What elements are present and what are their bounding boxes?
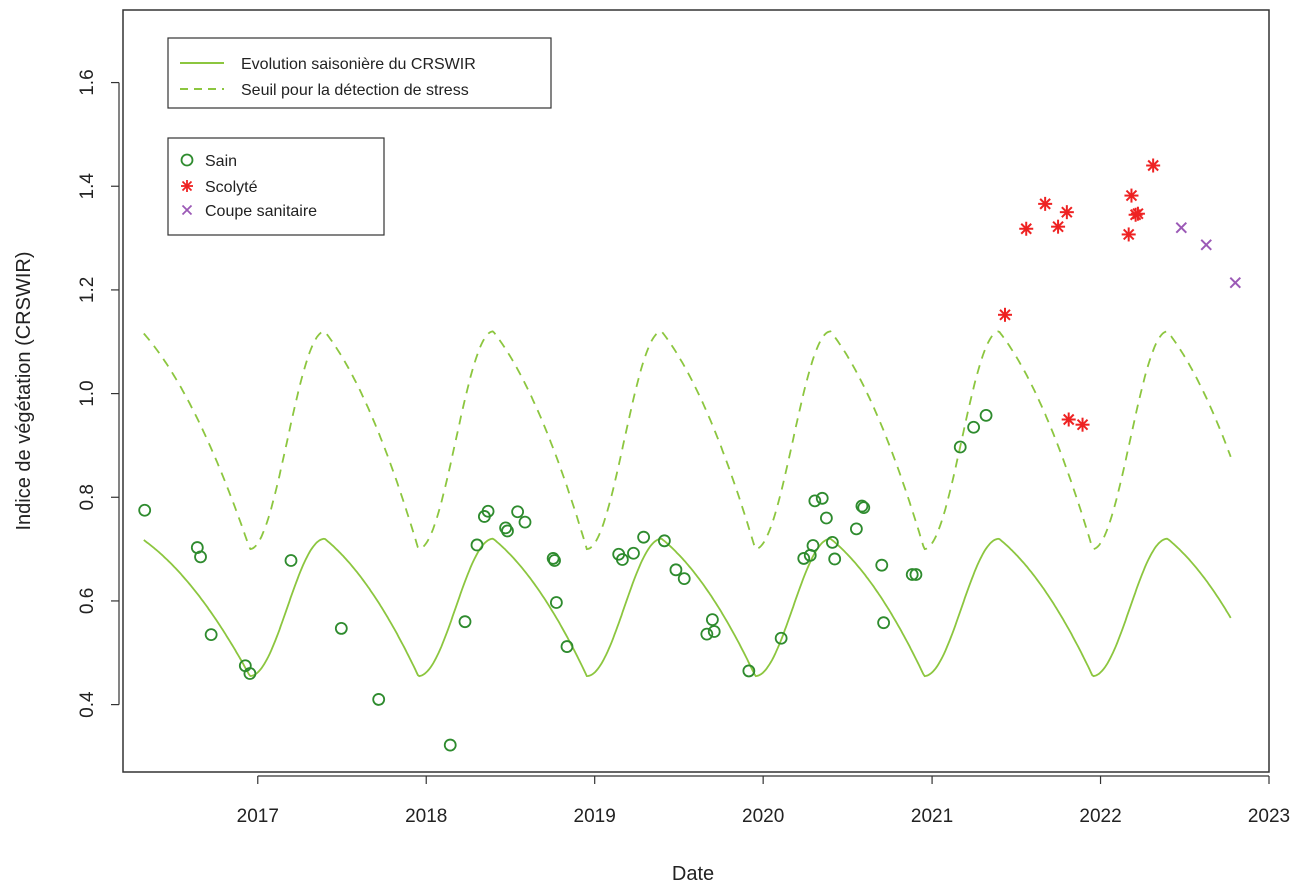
point-sain [501,524,514,538]
point-sain [334,622,348,635]
point-sain [677,572,691,586]
point-scolyte [998,307,1012,322]
point-sain [284,554,298,567]
legend-sain-label: Sain [205,153,237,170]
point-sain [669,563,683,577]
point-scolyte [1019,221,1034,236]
x-axis: 2017 2018 2019 2020 2021 2022 2023 [237,775,1290,827]
legend-points-box [167,137,385,236]
point-scolyte [1059,205,1074,220]
y-tick-label: 0.8 [77,484,98,510]
point-sain [705,613,719,626]
point-scolyte [1146,158,1161,173]
point-sain [828,552,842,566]
point-sain [808,494,822,508]
point-sain [518,515,532,529]
point-sain [909,568,923,581]
x-tick-label: 2021 [911,806,953,827]
point-sain [548,554,561,567]
point-sain [549,596,563,609]
legend-points: Sain Scolyté Coupe sanitaire [167,137,385,236]
point-scolyte [1061,412,1076,427]
point-sain [967,420,981,434]
point-coupe-sanitaire [1200,239,1212,251]
legend-lines: Evolution saisonière du CRSWIR Seuil pou… [167,37,552,109]
y-axis-title: Indice de végétation (CRSWIR) [13,251,35,530]
point-coupe-sanitaire [1175,222,1188,234]
legend-dashed-line-label: Seuil pour la détection de stress [241,82,469,99]
x-tick-label: 2018 [405,806,447,827]
point-scolyte [1130,206,1145,221]
point-sain [637,530,651,544]
point-scolyte [1121,227,1136,242]
legend-coupe-label: Coupe sanitaire [205,203,317,220]
point-sain [481,504,495,518]
point-sain [875,558,889,572]
y-tick-label: 1.4 [77,173,98,200]
point-coupe-sanitaire [1229,276,1242,289]
legend-coupe-marker [181,204,193,216]
point-sain [204,628,218,642]
point-sain [615,553,629,566]
point-sain [806,539,820,552]
point-sain [905,568,919,581]
point-sain [700,627,714,641]
point-sain [546,552,560,565]
point-sain [742,664,756,678]
x-tick-label: 2020 [742,806,784,827]
point-scolyte [1051,219,1066,234]
y-tick-label: 1.0 [77,380,98,406]
x-axis-title: Date [672,863,714,885]
point-sain [627,546,640,560]
point-sain [372,693,386,706]
point-sain [443,738,457,752]
plot-frame [122,9,1270,773]
point-sain [819,511,833,525]
point-sain [855,499,869,513]
y-tick-label: 1.6 [77,69,98,95]
point-sain [511,505,525,519]
x-tick-label: 2023 [1248,806,1290,827]
stress-threshold-line [143,330,1232,551]
seasonal-evolution-line [143,537,1232,678]
legend-solid-line-label: Evolution saisonière du CRSWIR [241,56,476,73]
point-scolyte [1124,188,1139,203]
point-sain [825,535,839,549]
point-sain [797,552,811,565]
threshold-lines [143,330,1232,678]
x-tick-label: 2019 [574,806,616,827]
legend-scolyte-label: Scolyté [205,179,258,196]
point-sain [774,631,788,645]
point-sain [194,550,207,564]
point-sain [560,640,574,653]
y-tick-label: 0.6 [77,588,98,614]
point-sain [470,538,484,552]
legend-sain-marker [180,153,194,167]
legend-lines-box [167,37,552,109]
point-sain [458,615,472,629]
y-tick-label: 1.2 [77,277,98,303]
point-sain [877,616,891,630]
y-axis: 0.4 0.6 0.8 1.0 1.2 1.4 1.6 [77,69,120,718]
point-sain [138,503,152,517]
legend-scolyte-marker [181,180,193,192]
point-sain [953,440,967,454]
data-points [138,158,1242,752]
y-tick-label: 0.4 [77,691,98,718]
point-scolyte [1038,196,1053,211]
x-tick-label: 2017 [237,806,279,827]
point-scolyte [1075,417,1090,432]
point-sain [243,667,257,680]
point-sain [849,522,863,536]
point-sain [857,501,871,515]
x-tick-label: 2022 [1079,806,1121,827]
point-sain [979,408,993,422]
point-sain [657,534,671,548]
point-sain [707,625,721,638]
point-sain [815,491,829,505]
